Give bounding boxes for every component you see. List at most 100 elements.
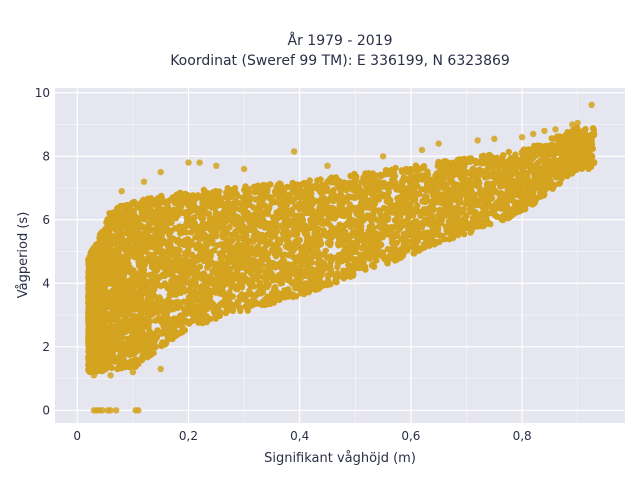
- data-point: [180, 316, 188, 324]
- data-point: [278, 222, 285, 229]
- data-point: [288, 252, 295, 259]
- data-point: [266, 204, 273, 211]
- data-point: [305, 289, 312, 296]
- data-point: [489, 164, 497, 172]
- data-point: [299, 216, 307, 224]
- data-point: [135, 283, 142, 290]
- data-point: [316, 213, 323, 220]
- data-point: [334, 259, 342, 267]
- data-point: [117, 335, 125, 342]
- data-point: [102, 277, 110, 284]
- data-point: [245, 214, 252, 221]
- data-point: [143, 344, 150, 352]
- data-point: [276, 247, 283, 254]
- data-point: [194, 311, 202, 319]
- data-point: [328, 268, 335, 275]
- data-point: [432, 223, 440, 230]
- data-point: [136, 318, 143, 325]
- data-point: [418, 224, 426, 231]
- data-point: [278, 272, 286, 280]
- data-point: [252, 266, 259, 273]
- data-point: [437, 220, 444, 227]
- data-point: [376, 208, 383, 216]
- data-point: [157, 237, 165, 245]
- data-point: [473, 157, 480, 165]
- data-point: [179, 278, 186, 285]
- data-point: [171, 273, 178, 281]
- data-point: [139, 272, 146, 279]
- data-point: [203, 239, 210, 246]
- data-point: [397, 254, 404, 261]
- data-point: [110, 248, 118, 255]
- data-point: [201, 188, 208, 195]
- data-point: [129, 330, 136, 337]
- data-point: [231, 259, 238, 266]
- data-point: [314, 198, 321, 205]
- data-point: [153, 279, 161, 286]
- data-point: [136, 345, 143, 352]
- data-point: [452, 166, 459, 174]
- data-point: [204, 264, 211, 271]
- data-point: [535, 149, 542, 157]
- data-point: [223, 207, 230, 214]
- data-point: [97, 314, 104, 321]
- data-point: [145, 196, 153, 203]
- data-point: [162, 272, 169, 279]
- data-point: [150, 349, 157, 357]
- data-point: [280, 200, 287, 207]
- data-point: [550, 148, 557, 155]
- data-point: [202, 244, 209, 251]
- data-point: [290, 291, 297, 298]
- data-point: [222, 193, 230, 201]
- data-point: [88, 267, 96, 275]
- data-point: [391, 172, 399, 180]
- data-point: [400, 230, 407, 238]
- data-point: [522, 161, 529, 168]
- data-point: [108, 232, 116, 239]
- data-point: [211, 247, 218, 254]
- data-point: [130, 312, 137, 320]
- data-point: [103, 362, 111, 369]
- data-point: [132, 226, 139, 233]
- data-point: [383, 193, 390, 200]
- data-point: [368, 176, 375, 183]
- data-point: [550, 184, 557, 191]
- data-point: [302, 247, 309, 254]
- data-point: [272, 264, 279, 271]
- data-point: [118, 233, 125, 241]
- data-point: [174, 205, 181, 213]
- data-point: [419, 172, 427, 179]
- data-point: [296, 205, 303, 212]
- data-point: [245, 185, 252, 193]
- data-point: [242, 254, 249, 261]
- data-point: [565, 146, 572, 153]
- data-point: [409, 230, 417, 238]
- data-point: [166, 197, 173, 204]
- data-point: [404, 210, 411, 217]
- data-point: [330, 186, 337, 194]
- data-point: [134, 233, 141, 240]
- data-point: [482, 214, 490, 221]
- data-point: [178, 322, 186, 329]
- data-point: [470, 216, 477, 223]
- data-point: [395, 202, 403, 209]
- data-point: [323, 206, 330, 213]
- data-point: [370, 182, 377, 189]
- data-point: [225, 186, 233, 193]
- data-point: [163, 311, 170, 318]
- data-point: [204, 286, 212, 293]
- data-point: [97, 231, 104, 238]
- data-point: [394, 249, 402, 256]
- data-point: [467, 229, 474, 236]
- data-point: [258, 231, 266, 239]
- data-point: [360, 256, 367, 263]
- data-point: [145, 332, 152, 339]
- data-point: [102, 324, 110, 331]
- data-point: [189, 277, 197, 284]
- data-point: [121, 221, 128, 228]
- data-point: [505, 148, 512, 156]
- data-point: [97, 239, 104, 246]
- data-point: [291, 278, 299, 285]
- data-point: [353, 193, 360, 201]
- data-point: [164, 329, 171, 336]
